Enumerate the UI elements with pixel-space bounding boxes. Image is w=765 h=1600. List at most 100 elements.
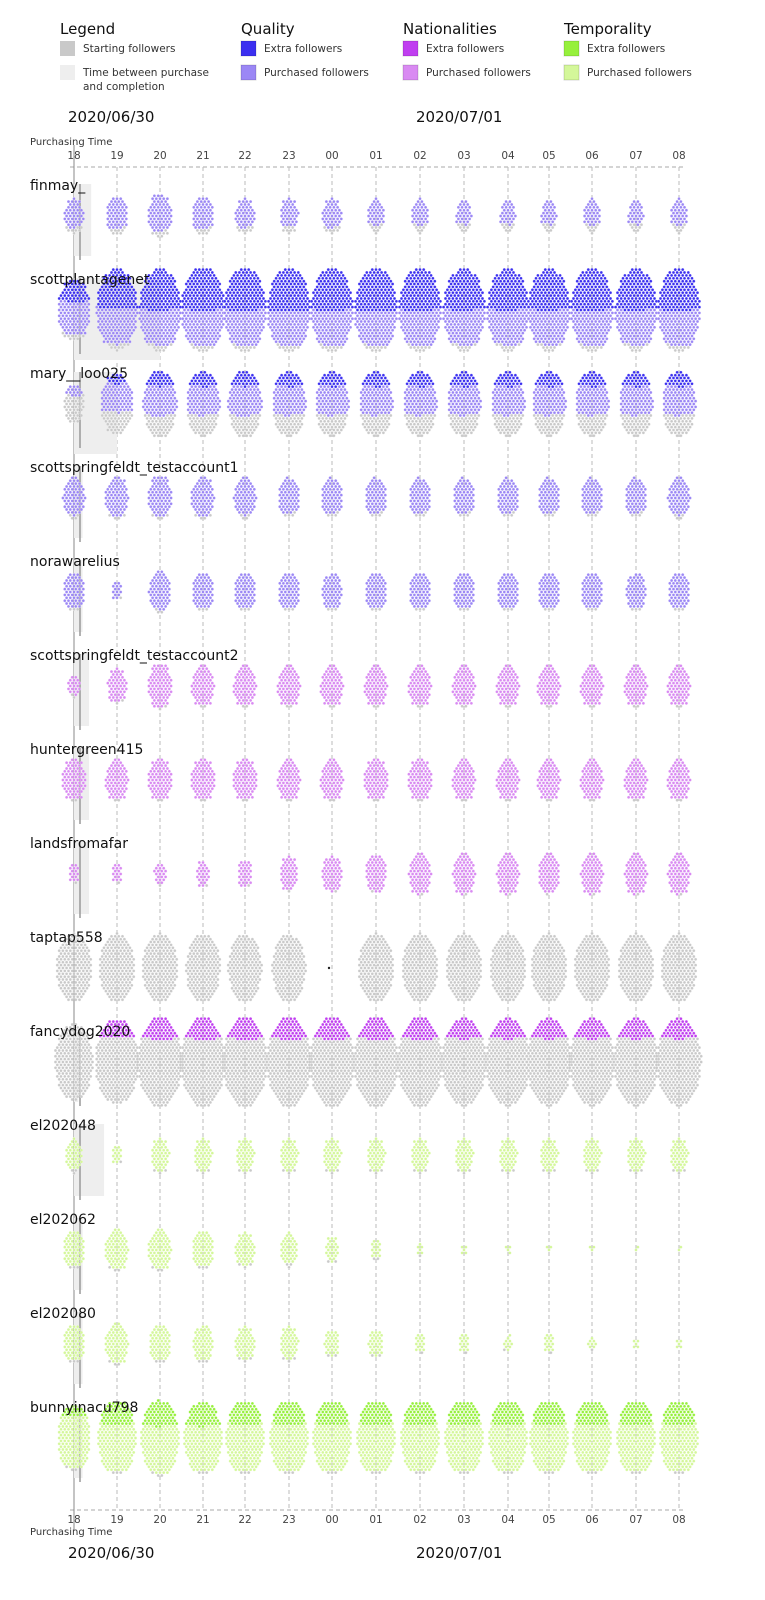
dot-starting-follower [635, 226, 638, 229]
dot-extra-follower [475, 294, 478, 297]
dot-purchased-follower [200, 317, 203, 320]
dot-extra-follower [417, 300, 420, 303]
dot-purchased-follower [321, 311, 324, 314]
dot-purchased-follower [692, 326, 695, 329]
dot-purchased-follower [520, 311, 523, 314]
dot-purchased-follower [512, 206, 515, 209]
dot-starting-follower [119, 426, 122, 429]
dot-extra-follower [293, 271, 296, 274]
dot-purchased-follower [76, 391, 79, 394]
dot-extra-follower [238, 306, 241, 309]
dot-extra-follower [338, 285, 341, 288]
dot-extra-follower [629, 288, 632, 291]
dot-purchased-follower [463, 332, 466, 335]
dot-extra-follower [329, 294, 332, 297]
dot-purchased-follower [562, 337, 565, 340]
dot-extra-follower [189, 306, 192, 309]
dot-extra-follower [620, 285, 623, 288]
dot-starting-follower [291, 226, 294, 229]
dot-purchased-follower [419, 220, 422, 223]
dot-starting-follower [674, 226, 677, 229]
dot-purchased-follower [286, 323, 289, 326]
dot-purchased-follower [583, 326, 586, 329]
dot-purchased-follower [512, 323, 515, 326]
dot-purchased-follower [689, 332, 692, 335]
dot-extra-follower [501, 277, 504, 280]
dot-extra-follower [293, 294, 296, 297]
dot-extra-follower [592, 294, 595, 297]
dot-extra-follower [495, 297, 498, 300]
dot-extra-follower [380, 300, 383, 303]
dot-starting-follower [276, 343, 279, 346]
dot-starting-follower [631, 349, 634, 352]
dot-extra-follower [205, 280, 208, 283]
dot-extra-follower [223, 300, 226, 303]
dot-purchased-follower [635, 203, 638, 206]
dot-purchased-follower [505, 212, 508, 215]
dot-purchased-follower [185, 317, 188, 320]
dot-purchased-follower [627, 320, 630, 323]
dot-purchased-follower [325, 200, 328, 203]
dot-purchased-follower [678, 326, 681, 329]
dot-purchased-follower [508, 335, 511, 338]
dot-extra-follower [99, 306, 102, 309]
dot-purchased-follower [674, 314, 677, 317]
dot-extra-follower [278, 294, 281, 297]
dot-extra-follower [164, 283, 167, 286]
dot-purchased-follower [376, 329, 379, 332]
dot-purchased-follower [516, 329, 519, 332]
dot-purchased-follower [638, 220, 641, 223]
dot-extra-follower [446, 294, 449, 297]
dot-extra-follower [382, 285, 385, 288]
dot-purchased-follower [183, 326, 186, 329]
dot-starting-follower [108, 414, 111, 417]
dot-purchased-follower [670, 337, 673, 340]
dot-purchased-follower [678, 343, 681, 346]
dot-purchased-follower [295, 332, 298, 335]
dot-purchased-follower [453, 323, 456, 326]
dot-purchased-follower [157, 388, 160, 391]
dot-extra-follower [117, 300, 120, 303]
dot-purchased-follower [510, 203, 513, 206]
dot-extra-follower [681, 285, 684, 288]
dot-extra-follower [160, 371, 163, 374]
dot-purchased-follower [103, 311, 106, 314]
dot-purchased-follower [280, 326, 283, 329]
dot-purchased-follower [71, 388, 74, 391]
dot-extra-follower [426, 309, 429, 312]
dot-extra-follower [162, 303, 165, 306]
dot-extra-follower [640, 271, 643, 274]
dot-purchased-follower [542, 329, 545, 332]
dot-purchased-follower [238, 223, 241, 226]
dot-extra-follower [117, 294, 120, 297]
dot-extra-follower [426, 280, 429, 283]
dot-extra-follower [362, 306, 365, 309]
dot-purchased-follower [548, 326, 551, 329]
dot-extra-follower [616, 291, 619, 294]
dot-extra-follower [238, 271, 241, 274]
dot-extra-follower [229, 280, 232, 283]
dot-purchased-follower [683, 340, 686, 343]
dot-purchased-follower [142, 323, 145, 326]
dot-extra-follower [101, 291, 104, 294]
dot-extra-follower [510, 274, 513, 277]
dot-purchased-follower [80, 309, 83, 312]
dot-purchased-follower [86, 311, 89, 314]
dot-purchased-follower [218, 329, 221, 332]
dot-extra-follower [106, 288, 109, 291]
dot-purchased-follower [475, 329, 478, 332]
dot-purchased-follower [548, 220, 551, 223]
dot-purchased-follower [635, 320, 638, 323]
dot-purchased-follower [327, 203, 330, 206]
dot-extra-follower [685, 297, 688, 300]
dot-purchased-follower [275, 323, 278, 326]
dot-purchased-follower [123, 326, 126, 329]
dot-purchased-follower [455, 215, 458, 218]
dot-purchased-follower [222, 323, 225, 326]
dot-extra-follower [247, 274, 250, 277]
dot-purchased-follower [525, 309, 528, 312]
dot-extra-follower [168, 300, 171, 303]
dot-purchased-follower [284, 332, 287, 335]
dot-purchased-follower [605, 326, 608, 329]
dot-purchased-follower [549, 335, 552, 338]
